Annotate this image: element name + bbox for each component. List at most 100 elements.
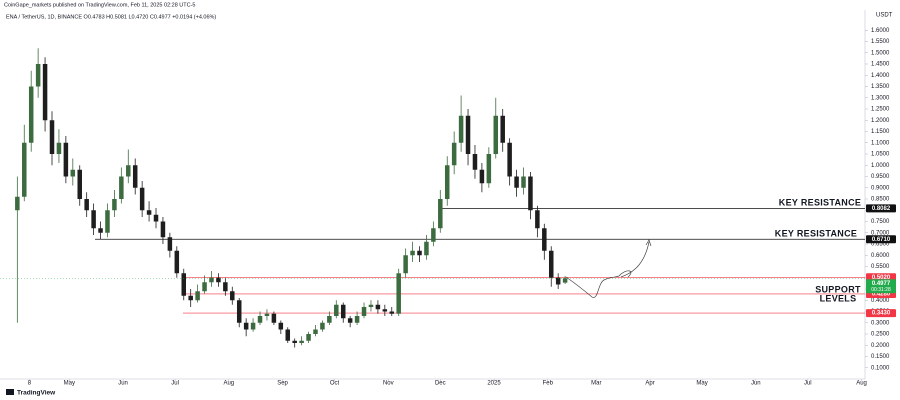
- candle-body: [396, 273, 401, 314]
- last-price-label: 0.4977: [872, 281, 891, 287]
- annotation: LEVELS: [820, 293, 857, 303]
- annotation: KEY RESISTANCE: [779, 197, 861, 207]
- y-tick-label: 0.9000: [871, 185, 890, 191]
- candle-body: [28, 86, 34, 143]
- y-tick-label: 1.1500: [871, 129, 890, 135]
- last-price-tag: [866, 279, 896, 294]
- candle-body: [77, 169, 82, 199]
- candle-body: [70, 169, 76, 177]
- candle-body: [417, 250, 422, 256]
- candle-body: [347, 318, 353, 323]
- y-tick-label: 0.2000: [871, 343, 890, 349]
- y-tick-label: 0.7000: [871, 230, 890, 236]
- y-tick-label: 0.4000: [871, 298, 890, 304]
- candle-body: [458, 115, 464, 143]
- candle-body: [195, 291, 200, 301]
- candle-body: [285, 329, 291, 341]
- candle-body: [271, 313, 277, 323]
- y-tick-label: 0.6500: [871, 242, 890, 248]
- candle-body: [56, 142, 62, 154]
- candle-body: [230, 291, 235, 301]
- candle-body: [216, 277, 221, 283]
- candle-body: [98, 228, 103, 233]
- candle-body: [389, 311, 395, 314]
- candle-body: [63, 142, 69, 177]
- candle-body: [507, 142, 512, 177]
- symbol-header: ENA / TetherUS, 1D, BINANCE O0.4783 H0.5…: [6, 14, 216, 20]
- candle-body: [521, 176, 526, 188]
- level-label: 0.6710: [872, 237, 891, 243]
- candle-body: [327, 316, 332, 323]
- level-label: 0.8082: [872, 206, 891, 212]
- x-tick-label: Jul: [804, 381, 812, 387]
- candle-body: [535, 210, 540, 229]
- candle-body: [361, 307, 367, 316]
- logo-icon: [6, 389, 14, 395]
- x-tick-label: Oct: [330, 381, 340, 387]
- arrow-head: [645, 239, 652, 247]
- candle-body: [15, 196, 20, 211]
- x-tick-label: Jun: [118, 381, 128, 387]
- candle-body: [153, 214, 159, 222]
- candle-body: [84, 199, 89, 211]
- y-tick-label: 1.4500: [871, 62, 890, 68]
- currency-label: USDT: [876, 13, 893, 19]
- level-label: 0.3430: [872, 311, 891, 317]
- footer-logo: TradingView: [6, 389, 56, 397]
- candle-body: [243, 322, 249, 330]
- candle-body: [306, 334, 311, 341]
- candle-body: [410, 250, 415, 256]
- x-tick-label: 8: [28, 381, 32, 387]
- candle-body: [472, 154, 478, 170]
- candle-body: [22, 142, 27, 197]
- candle-body: [444, 165, 450, 199]
- candle-body: [555, 277, 561, 285]
- x-tick-label: May: [64, 381, 75, 387]
- annotation: SUPPORT: [815, 284, 861, 294]
- candle-body: [167, 237, 173, 251]
- y-tick-label: 0.1000: [871, 365, 890, 371]
- candle-body: [278, 322, 284, 330]
- candle-body: [542, 228, 547, 251]
- projection-arrow: [620, 241, 650, 278]
- y-tick-label: 0.2500: [871, 332, 890, 338]
- candle-body: [528, 176, 533, 211]
- level-tag: [866, 235, 896, 244]
- y-tick-label: 0.7500: [871, 219, 890, 225]
- x-tick-label: Dec: [435, 381, 446, 387]
- candle-body: [465, 115, 471, 154]
- x-tick-label: 2025: [487, 381, 501, 387]
- y-tick-label: 1.4000: [871, 73, 890, 79]
- candle-body: [91, 210, 96, 229]
- x-tick-label: Jun: [751, 381, 761, 387]
- x-tick-label: Nov: [383, 381, 394, 387]
- candle-body: [181, 273, 187, 296]
- attribution: CoinGape_markets published on TradingVie…: [4, 2, 196, 8]
- candle-body: [139, 187, 145, 211]
- level-label: 0.4280: [872, 292, 891, 298]
- candle-body: [119, 176, 124, 199]
- candle-body: [257, 316, 263, 323]
- y-tick-label: 1.2000: [871, 118, 890, 124]
- candle-body: [403, 255, 408, 274]
- y-tick-label: 0.5500: [871, 264, 890, 270]
- candle-body: [35, 64, 41, 87]
- candle-body: [160, 221, 166, 238]
- x-tick-label: Feb: [543, 381, 554, 387]
- candle-body: [202, 282, 207, 292]
- candle-body: [299, 340, 304, 343]
- candle-body: [486, 154, 492, 184]
- candle-body: [313, 329, 318, 334]
- y-tick-label: 1.3000: [871, 95, 890, 101]
- candle-body: [562, 278, 568, 283]
- y-tick-label: 1.6000: [871, 28, 890, 34]
- level-label: 0.5020: [872, 275, 891, 281]
- candle-body: [493, 115, 499, 154]
- candle-body: [250, 322, 256, 330]
- annotation: KEY RESISTANCE: [775, 228, 857, 238]
- candle-body: [292, 340, 297, 343]
- y-tick-label: 0.1500: [871, 354, 890, 360]
- candle-body: [126, 165, 131, 177]
